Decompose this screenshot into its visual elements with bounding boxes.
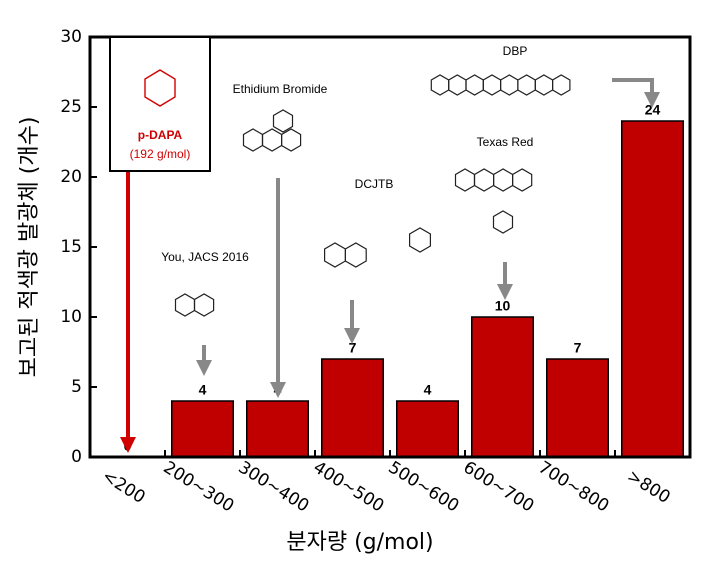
ring bbox=[454, 168, 476, 192]
ring bbox=[473, 168, 495, 192]
structures bbox=[174, 74, 571, 317]
value-label: 7 bbox=[349, 340, 357, 356]
ring bbox=[409, 227, 431, 253]
bar bbox=[321, 358, 384, 458]
annotation: DCJTB bbox=[355, 177, 394, 191]
y-tick-label: 0 bbox=[71, 447, 82, 467]
annotation: Ethidium Bromide bbox=[233, 82, 328, 96]
ring bbox=[493, 168, 514, 192]
bar bbox=[471, 316, 534, 458]
plot-frame bbox=[88, 35, 692, 459]
y-tick-label: 15 bbox=[60, 237, 82, 257]
arrow bbox=[612, 78, 660, 108]
x-tick-label: 200~300 bbox=[160, 458, 238, 517]
bar bbox=[621, 120, 684, 458]
bar bbox=[246, 400, 309, 458]
ring bbox=[492, 210, 514, 234]
ring bbox=[344, 242, 367, 268]
y-axis-label: 보고된 적색광 발광체 (개수) bbox=[17, 117, 42, 378]
ring bbox=[324, 242, 346, 268]
annotation: (192 g/mol) bbox=[130, 147, 191, 161]
ring bbox=[242, 128, 264, 152]
annotation: DBP bbox=[503, 44, 528, 58]
value-label: 7 bbox=[574, 340, 582, 356]
ring bbox=[500, 74, 519, 96]
ring bbox=[517, 74, 536, 96]
ring bbox=[482, 74, 502, 96]
annotation-box bbox=[109, 36, 211, 172]
ring bbox=[551, 74, 571, 96]
ring bbox=[511, 168, 533, 192]
annotation: Texas Red bbox=[477, 135, 534, 149]
x-axis-label: 분자량 (g/mol) bbox=[286, 530, 433, 555]
annotation: You, JACS 2016 bbox=[161, 250, 249, 264]
bar bbox=[171, 400, 234, 458]
value-label: 10 bbox=[495, 298, 511, 314]
bar bbox=[546, 358, 609, 458]
x-tick-label: >800 bbox=[623, 466, 673, 508]
y-tick-label: 5 bbox=[71, 377, 82, 397]
ring bbox=[465, 74, 484, 96]
x-tick-label: 400~500 bbox=[310, 458, 388, 517]
ring bbox=[430, 74, 450, 96]
ring bbox=[193, 293, 215, 317]
x-tick-label: 700~800 bbox=[535, 458, 613, 517]
ring bbox=[448, 74, 467, 96]
y-tick-label: 30 bbox=[60, 27, 82, 47]
annotation: p-DAPA bbox=[138, 128, 183, 142]
value-label: 24 bbox=[645, 102, 661, 118]
ring bbox=[144, 69, 176, 107]
bar bbox=[396, 400, 459, 458]
y-tick-label: 10 bbox=[60, 307, 82, 327]
value-label: 4 bbox=[424, 382, 432, 398]
x-tick-label: <200 bbox=[98, 466, 148, 508]
ring bbox=[174, 293, 196, 317]
x-tick-label: 300~400 bbox=[235, 458, 313, 517]
ring bbox=[272, 109, 294, 133]
value-label: 4 bbox=[199, 382, 207, 398]
y-tick-label: 25 bbox=[60, 97, 82, 117]
ring bbox=[281, 128, 302, 152]
x-tick-label: 500~600 bbox=[385, 458, 463, 517]
x-tick-label: 600~700 bbox=[460, 458, 538, 517]
y-tick-label: 20 bbox=[60, 167, 82, 187]
ring bbox=[261, 128, 283, 152]
ring bbox=[534, 74, 554, 96]
